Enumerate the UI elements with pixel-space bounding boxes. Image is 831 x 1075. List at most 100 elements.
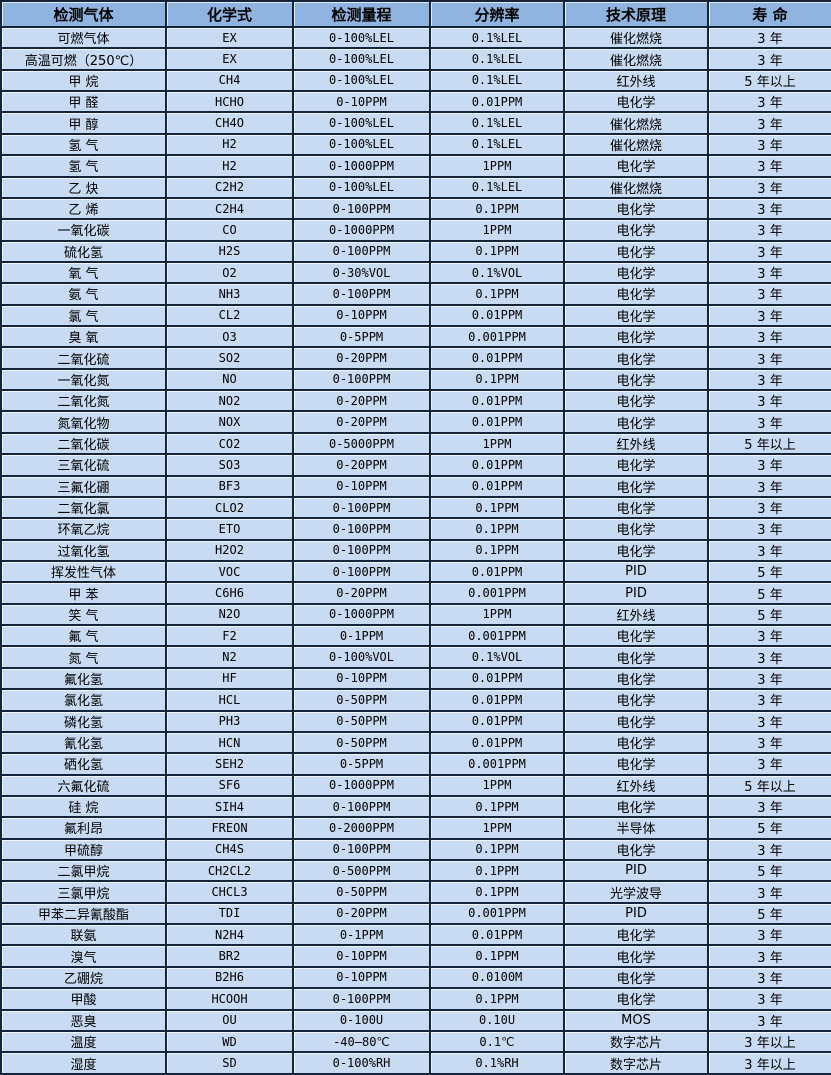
table-cell: 0-100%LEL <box>292 68 431 93</box>
table-cell: 电化学 <box>563 688 709 712</box>
table-row: 联氨 N2H4 0-1PPM 0.01PPM 电化学 3 年 <box>0 923 831 947</box>
table-cell: 电化学 <box>563 923 709 947</box>
table-cell: 电化学 <box>563 239 709 263</box>
table-cell: 电化学 <box>563 730 709 755</box>
table-cell: 温度 <box>0 1029 167 1054</box>
table-cell: HCHO <box>165 90 294 114</box>
table-cell: 3 年 <box>707 25 831 50</box>
table-cell: 氨 气 <box>0 282 167 306</box>
table-cell: 电化学 <box>563 474 709 498</box>
table-cell: 甲 醇 <box>0 111 167 135</box>
table-cell: 3 年 <box>707 282 831 306</box>
table-cell: 0-20PPM <box>292 581 431 605</box>
table-cell: 3 年 <box>707 752 831 776</box>
table-cell: 1PPM <box>429 154 565 178</box>
table-cell: 乙 炔 <box>0 175 167 199</box>
table-cell: 恶臭 <box>0 1008 167 1032</box>
table-cell: 3 年 <box>707 965 831 990</box>
table-cell: F2 <box>165 624 294 648</box>
table-cell: 电化学 <box>563 837 709 862</box>
table-cell: 3 年 <box>707 474 831 498</box>
table-cell: 0.10U <box>429 1008 565 1032</box>
table-cell: 甲 醛 <box>0 90 167 114</box>
table-cell: 电化学 <box>563 154 709 178</box>
table-row: 氢 气 H2 0-1000PPM 1PPM 电化学 3 年 <box>0 154 831 178</box>
table-cell: 三氧化硫 <box>0 453 167 477</box>
table-cell: 0.1%LEL <box>429 111 565 135</box>
column-header-3: 分辨率 <box>429 0 565 28</box>
table-cell: 0-50PPM <box>292 730 431 755</box>
table-cell: 0.01PPM <box>429 666 565 691</box>
table-cell: 3 年 <box>707 794 831 819</box>
table-cell: 电化学 <box>563 944 709 968</box>
table-row: 氮氧化物 NOX 0-20PPM 0.01PPM 电化学 3 年 <box>0 410 831 434</box>
table-row: 三氧化硫 SO3 0-20PPM 0.01PPM 电化学 3 年 <box>0 453 831 477</box>
table-cell: 氯化氢 <box>0 688 167 712</box>
table-row: 硅 烷 SIH4 0-100PPM 0.1PPM 电化学 3 年 <box>0 794 831 819</box>
table-cell: 0-10PPM <box>292 303 431 328</box>
table-cell: 0.01PPM <box>429 410 565 434</box>
table-row: 甲 醇 CH4O 0-100%LEL 0.1%LEL 催化燃烧 3 年 <box>0 111 831 135</box>
table-row: 甲 苯 C6H6 0-20PPM 0.001PPM PID 5 年 <box>0 581 831 605</box>
table-cell: 0.001PPM <box>429 581 565 605</box>
table-cell: 二氧化硫 <box>0 346 167 370</box>
table-cell: 数字芯片 <box>563 1051 709 1075</box>
table-cell: OU <box>165 1008 294 1032</box>
table-cell: 3 年 <box>707 453 831 477</box>
table-cell: C2H2 <box>165 175 294 199</box>
table-cell: 3 年 <box>707 624 831 648</box>
table-cell: TDI <box>165 901 294 926</box>
table-cell: 0.1%RH <box>429 1051 565 1075</box>
table-cell: CO <box>165 218 294 242</box>
table-cell: 电化学 <box>563 218 709 242</box>
table-row: 氯化氢 HCL 0-50PPM 0.01PPM 电化学 3 年 <box>0 688 831 712</box>
table-cell: 0-100PPM <box>292 495 431 520</box>
table-cell: 1PPM <box>429 602 565 627</box>
table-cell: 0-30%VOL <box>292 260 431 285</box>
table-cell: 二氧化碳 <box>0 431 167 456</box>
table-cell: 电化学 <box>563 794 709 819</box>
table-cell: 电化学 <box>563 987 709 1011</box>
table-cell: 氟 气 <box>0 624 167 648</box>
table-row: 六氟化硫 SF6 0-1000PPM 1PPM 红外线 5 年以上 <box>0 773 831 797</box>
table-cell: 氟化氢 <box>0 666 167 691</box>
table-row: 湿度 SD 0-100%RH 0.1%RH 数字芯片 3 年以上 <box>0 1051 831 1075</box>
table-cell: 3 年 <box>707 1008 831 1032</box>
table-cell: 0.1PPM <box>429 858 565 883</box>
table-cell: 0.1℃ <box>429 1029 565 1054</box>
table-cell: 0.1%LEL <box>429 68 565 93</box>
table-cell: 二氯甲烷 <box>0 858 167 883</box>
table-cell: 0-5000PPM <box>292 431 431 456</box>
column-header-0: 检测气体 <box>0 0 167 28</box>
table-cell: 0.01PPM <box>429 730 565 755</box>
table-row: 磷化氢 PH3 0-50PPM 0.01PPM 电化学 3 年 <box>0 709 831 733</box>
table-cell: 0.0100M <box>429 965 565 990</box>
table-row: 环氧乙烷 ETO 0-100PPM 0.1PPM 电化学 3 年 <box>0 517 831 541</box>
table-row: 甲 醛 HCHO 0-10PPM 0.01PPM 电化学 3 年 <box>0 90 831 114</box>
table-cell: 氯 气 <box>0 303 167 328</box>
table-cell: NO <box>165 367 294 392</box>
table-cell: 数字芯片 <box>563 1029 709 1054</box>
table-cell: FREON <box>165 816 294 840</box>
table-cell: 5 年 <box>707 602 831 627</box>
table-cell: 催化燃烧 <box>563 47 709 71</box>
table-cell: 红外线 <box>563 602 709 627</box>
table-cell: 3 年 <box>707 132 831 157</box>
table-cell: 3 年以上 <box>707 1051 831 1075</box>
table-row: 恶臭 OU 0-100U 0.10U MOS 3 年 <box>0 1008 831 1032</box>
table-cell: 3 年 <box>707 111 831 135</box>
table-cell: 0.01PPM <box>429 303 565 328</box>
table-cell: 可燃气体 <box>0 25 167 50</box>
table-cell: 1PPM <box>429 816 565 840</box>
table-cell: 电化学 <box>563 709 709 733</box>
table-cell: 1PPM <box>429 218 565 242</box>
table-cell: 3 年 <box>707 837 831 862</box>
table-cell: 0-100%LEL <box>292 132 431 157</box>
table-cell: NH3 <box>165 282 294 306</box>
table-cell: 0-100PPM <box>292 837 431 862</box>
table-cell: 3 年 <box>707 880 831 904</box>
table-cell: 0-100%LEL <box>292 111 431 135</box>
table-cell: 3 年以上 <box>707 1029 831 1054</box>
table-cell: 3 年 <box>707 389 831 413</box>
table-row: 二氯甲烷 CH2CL2 0-500PPM 0.1PPM PID 5 年 <box>0 858 831 883</box>
